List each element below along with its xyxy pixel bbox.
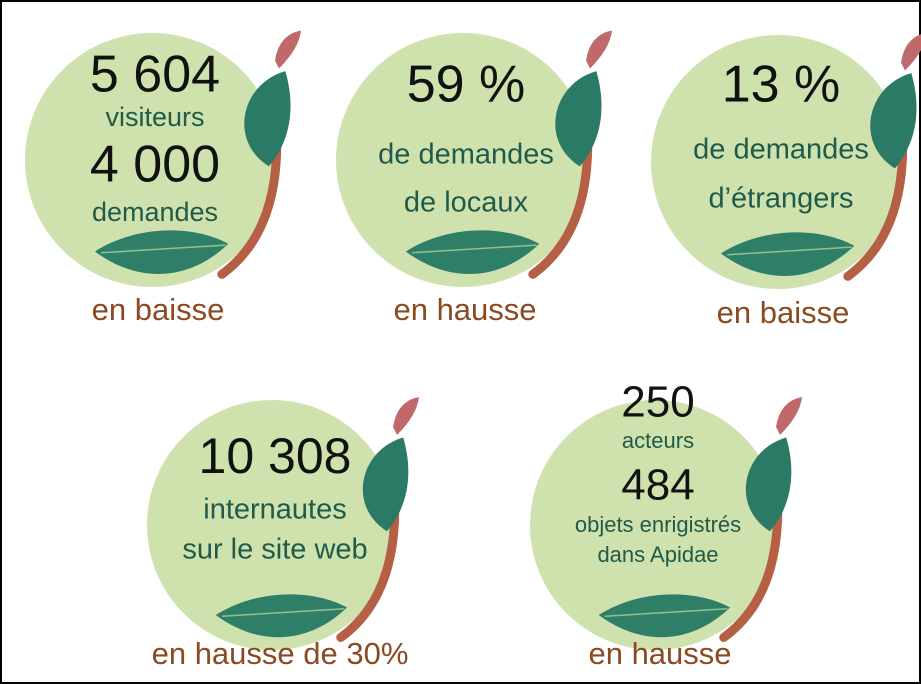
trend-label: en hausse [393, 292, 536, 327]
figure-caption: d’étrangers [708, 183, 853, 215]
figure: 13 % [722, 56, 841, 114]
trend-label: en hausse [588, 636, 731, 671]
page: 5 604visiteurs 4 000demandes en baisse 59 %… [0, 0, 921, 684]
figure-caption: demandes [92, 197, 218, 227]
figure-caption: de demandes [378, 139, 554, 171]
trend-label: en baisse [92, 292, 225, 327]
figure-caption: de demandes [693, 134, 869, 166]
figure-caption: objets enrigistrés [575, 512, 741, 537]
figure-caption: internautes [203, 494, 347, 526]
trend-label: en baisse [717, 295, 850, 330]
figure: 484 [621, 461, 694, 510]
figure: 4 000 [90, 136, 220, 194]
trend-label: en hausse de 30% [152, 636, 409, 671]
figure-caption: visiteurs [105, 102, 204, 132]
figure: 59 % [407, 56, 526, 114]
figure: 5 604 [90, 46, 220, 104]
figure: 250 [621, 378, 694, 427]
figure: 10 308 [199, 428, 352, 484]
figure-caption: de locaux [404, 187, 529, 219]
infographic: 5 604visiteurs 4 000demandes en baisse 59 %… [0, 0, 921, 684]
figure-caption: acteurs [622, 428, 694, 453]
figure-caption: sur le site web [182, 534, 367, 566]
figure-caption: dans Apidae [597, 542, 718, 567]
